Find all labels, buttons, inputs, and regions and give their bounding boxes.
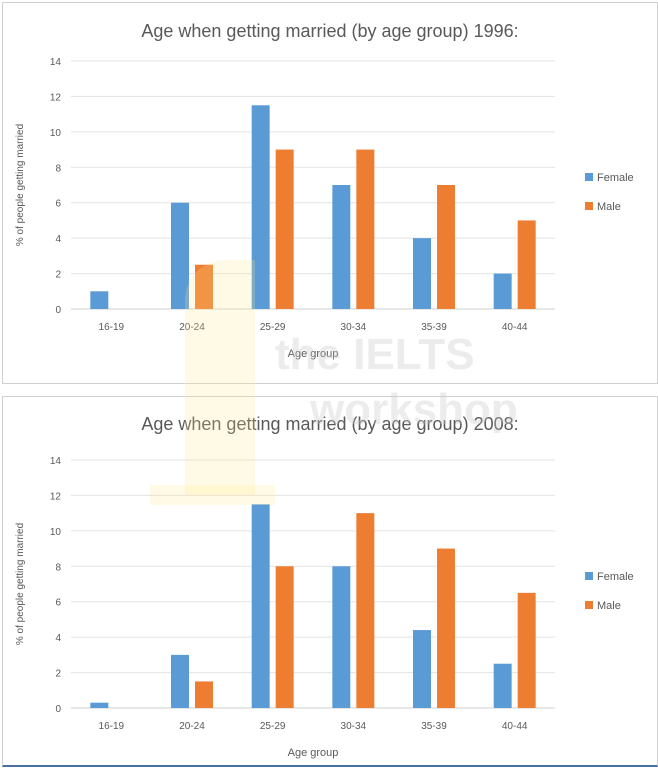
legend-label-male: Male [597, 201, 621, 213]
y-tick-label: 10 [50, 128, 62, 139]
y-axis-label: % of people getting married [15, 124, 26, 246]
y-tick-label: 0 [55, 305, 61, 316]
x-tick-label: 30-34 [341, 721, 367, 732]
legend-swatch-male [585, 202, 593, 210]
bar-female [332, 566, 351, 708]
bar-male [195, 264, 213, 309]
bar-male [437, 185, 455, 309]
bar-male [437, 548, 455, 708]
legend-swatch-female [585, 572, 593, 580]
bar-male [356, 149, 375, 309]
x-tick-label: 30-34 [341, 322, 367, 333]
chart-title: Age when getting married (by age group) … [141, 414, 518, 434]
bar-male [275, 566, 294, 708]
x-tick-label: 20-24 [179, 322, 205, 333]
bar-chart: Age when getting married (by age group) … [15, 21, 634, 360]
x-tick-label: 20-24 [179, 721, 205, 732]
y-tick-label: 8 [55, 163, 61, 174]
bar-male [195, 681, 213, 708]
y-tick-label: 2 [55, 669, 61, 680]
y-tick-label: 6 [55, 199, 61, 210]
chart-title: Age when getting married (by age group) … [141, 21, 518, 41]
legend-swatch-female [585, 173, 593, 181]
bar-female [493, 273, 512, 309]
x-tick-label: 40-44 [502, 721, 528, 732]
y-tick-label: 4 [55, 633, 61, 644]
x-axis-label: Age group [288, 348, 339, 360]
bar-female [251, 105, 270, 310]
bar-female [90, 702, 109, 708]
y-tick-label: 0 [55, 704, 61, 715]
y-tick-label: 12 [50, 92, 62, 103]
x-tick-label: 35-39 [421, 721, 447, 732]
chart-panel-1996: Age when getting married (by age group) … [2, 2, 658, 384]
bar-male [356, 513, 375, 708]
x-tick-label: 35-39 [421, 322, 447, 333]
bar-female [171, 654, 189, 708]
bar-male [517, 592, 536, 708]
y-tick-label: 14 [50, 57, 62, 68]
x-tick-label: 25-29 [260, 322, 286, 333]
x-tick-label: 40-44 [502, 322, 528, 333]
bar-male [275, 149, 294, 309]
bar-female [493, 663, 512, 708]
legend-label-male: Male [597, 600, 621, 612]
legend-label-female: Female [597, 172, 634, 184]
bar-female [332, 185, 351, 309]
x-tick-label: 16-19 [99, 322, 125, 333]
y-tick-label: 4 [55, 234, 61, 245]
bar-female [251, 504, 270, 708]
legend-label-female: Female [597, 571, 634, 583]
legend-swatch-male [585, 601, 593, 609]
bar-female [90, 291, 109, 309]
bar-chart: Age when getting married (by age group) … [15, 414, 634, 759]
x-axis-label: Age group [288, 747, 339, 759]
y-axis-label: % of people getting married [15, 523, 26, 645]
x-tick-label: 16-19 [99, 721, 125, 732]
y-tick-label: 2 [55, 270, 61, 281]
bar-female [171, 202, 189, 309]
y-tick-label: 10 [50, 527, 62, 538]
y-tick-label: 14 [50, 456, 62, 467]
y-tick-label: 12 [50, 491, 62, 502]
y-tick-label: 6 [55, 598, 61, 609]
bar-male [517, 220, 536, 309]
x-tick-label: 25-29 [260, 721, 286, 732]
bar-female [413, 238, 431, 309]
chart-panel-2008: Age when getting married (by age group) … [2, 396, 658, 767]
bar-female [413, 630, 431, 708]
y-tick-label: 8 [55, 562, 61, 573]
